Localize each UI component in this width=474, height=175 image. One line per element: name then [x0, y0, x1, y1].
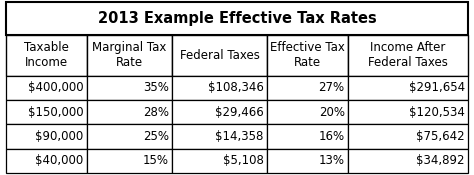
- Bar: [6, 124, 87, 149]
- Text: Effective Tax
Rate: Effective Tax Rate: [270, 41, 345, 69]
- Bar: [348, 124, 468, 149]
- Bar: [87, 76, 172, 100]
- Text: 20%: 20%: [319, 106, 345, 118]
- Bar: [6, 35, 87, 76]
- Text: Income After
Federal Taxes: Income After Federal Taxes: [368, 41, 448, 69]
- Text: 27%: 27%: [319, 81, 345, 94]
- Bar: [267, 149, 348, 173]
- Text: 2013 Example Effective Tax Rates: 2013 Example Effective Tax Rates: [98, 11, 376, 26]
- Text: 13%: 13%: [319, 154, 345, 167]
- Bar: [348, 76, 468, 100]
- Text: Marginal Tax
Rate: Marginal Tax Rate: [92, 41, 167, 69]
- Text: $29,466: $29,466: [215, 106, 264, 118]
- Text: 35%: 35%: [143, 81, 169, 94]
- Text: 16%: 16%: [319, 130, 345, 143]
- Text: 28%: 28%: [143, 106, 169, 118]
- Text: $34,892: $34,892: [417, 154, 465, 167]
- Bar: [267, 124, 348, 149]
- Bar: [6, 149, 87, 173]
- Bar: [172, 124, 267, 149]
- Text: Taxable
Income: Taxable Income: [24, 41, 69, 69]
- Bar: [348, 35, 468, 76]
- Bar: [87, 124, 172, 149]
- Text: $291,654: $291,654: [409, 81, 465, 94]
- Bar: [348, 100, 468, 124]
- Bar: [172, 76, 267, 100]
- Text: $14,358: $14,358: [215, 130, 264, 143]
- Bar: [87, 100, 172, 124]
- Bar: [6, 100, 87, 124]
- Text: 25%: 25%: [143, 130, 169, 143]
- Text: $108,346: $108,346: [208, 81, 264, 94]
- Text: $400,000: $400,000: [27, 81, 83, 94]
- Bar: [348, 149, 468, 173]
- Text: $75,642: $75,642: [416, 130, 465, 143]
- Text: $150,000: $150,000: [27, 106, 83, 118]
- Text: 15%: 15%: [143, 154, 169, 167]
- Text: $90,000: $90,000: [35, 130, 83, 143]
- Bar: [172, 100, 267, 124]
- Bar: [172, 149, 267, 173]
- Text: $40,000: $40,000: [35, 154, 83, 167]
- Text: Federal Taxes: Federal Taxes: [180, 49, 260, 62]
- Bar: [267, 100, 348, 124]
- Bar: [267, 76, 348, 100]
- Bar: [6, 2, 468, 35]
- Text: $120,534: $120,534: [409, 106, 465, 118]
- Bar: [267, 35, 348, 76]
- Text: $5,108: $5,108: [223, 154, 264, 167]
- Bar: [6, 76, 87, 100]
- Bar: [87, 35, 172, 76]
- Bar: [87, 149, 172, 173]
- Bar: [172, 35, 267, 76]
